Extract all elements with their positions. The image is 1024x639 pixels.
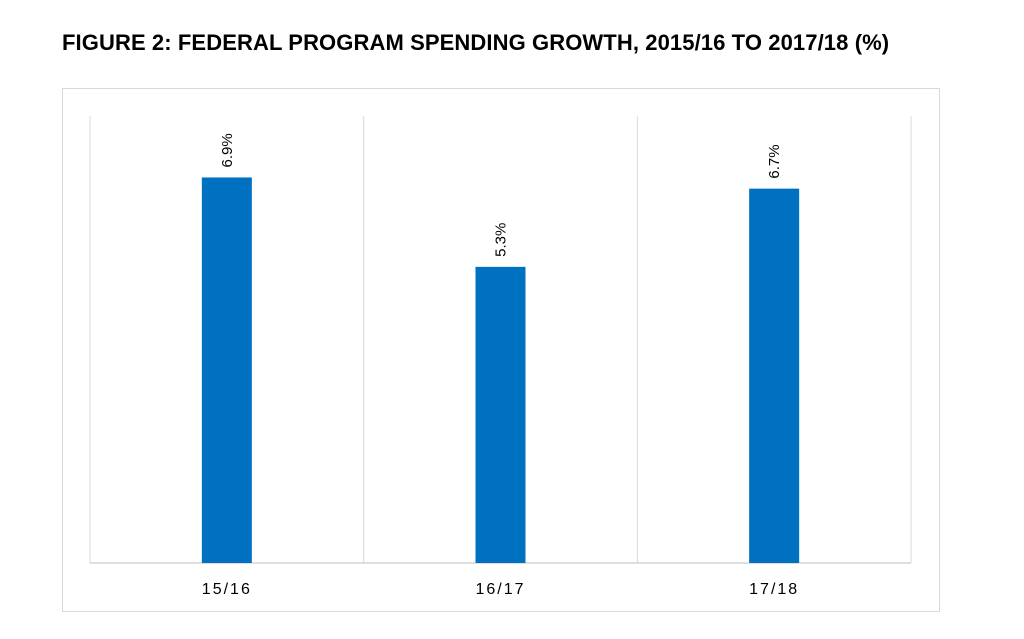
x-tick-label: 17/18 <box>749 581 799 598</box>
chart-title: FIGURE 2: FEDERAL PROGRAM SPENDING GROWT… <box>62 30 890 55</box>
chart-frame <box>62 88 940 612</box>
data-label: 6.9% <box>219 133 236 167</box>
bars <box>201 177 800 563</box>
data-label: 5.3% <box>493 223 510 257</box>
bar <box>749 188 800 563</box>
data-labels: 6.9% 5.3% 6.7% <box>219 133 783 257</box>
x-tick-label: 15/16 <box>202 581 252 598</box>
x-tick-labels: 15/16 16/17 17/18 <box>202 581 799 598</box>
bar <box>201 177 252 563</box>
data-label: 6.7% <box>766 144 783 178</box>
bar <box>475 266 526 563</box>
x-tick-label: 16/17 <box>475 581 525 598</box>
